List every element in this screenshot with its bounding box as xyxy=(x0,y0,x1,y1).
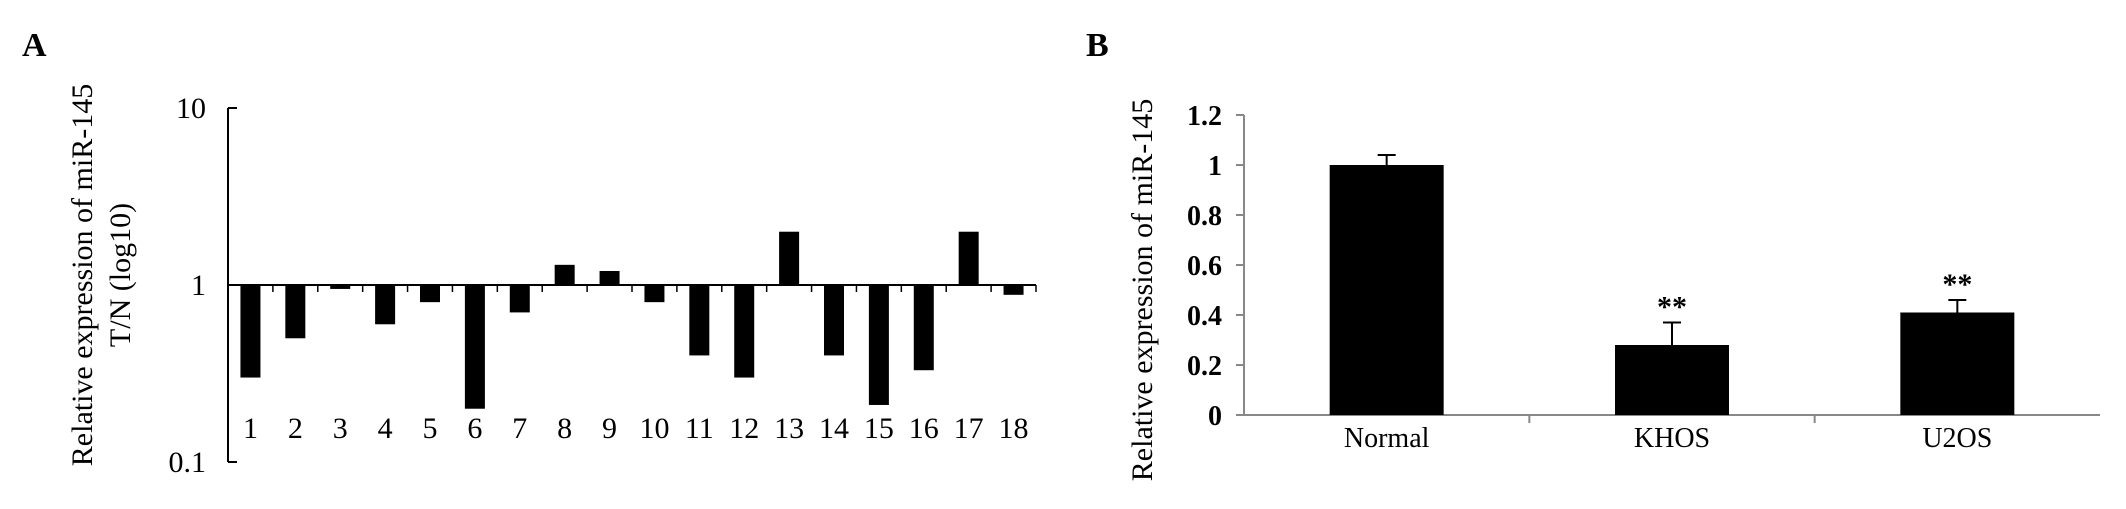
y-axis-label-a-line: T/N (log10) xyxy=(104,203,137,347)
y-tick-label-a: 1 xyxy=(191,269,206,302)
y-axis-label-a: Relative expression of miR-145 T/N (log10… xyxy=(66,84,137,466)
bar-a-1 xyxy=(240,285,261,378)
bar-a-11 xyxy=(689,285,710,356)
y-tick-label-b: 1.2 xyxy=(1187,101,1222,132)
bar-a-4 xyxy=(375,285,396,325)
category-label-b: KHOS xyxy=(1634,423,1710,454)
category-label-a: 4 xyxy=(378,412,393,445)
y-tick-label-a: 0.1 xyxy=(169,446,207,479)
category-label-a: 16 xyxy=(909,412,939,445)
bar-a-5 xyxy=(420,285,440,303)
significance-label: ** xyxy=(1942,268,1972,301)
panel-a-label: A xyxy=(22,27,47,64)
y-tick-label-b: 1 xyxy=(1208,151,1222,182)
category-label-b: Normal xyxy=(1344,423,1430,454)
y-tick-label-b: 0.2 xyxy=(1187,351,1222,382)
y-tick-label-b: 0.8 xyxy=(1187,201,1222,232)
significance-label: ** xyxy=(1657,291,1687,324)
y-axis-label-a-line: Relative expression of miR-145 xyxy=(66,84,99,466)
bar-a-16 xyxy=(913,285,934,371)
category-label-a: 6 xyxy=(467,412,482,445)
bar-a-15 xyxy=(868,285,889,405)
bar-a-9 xyxy=(599,270,620,285)
category-label-a: 17 xyxy=(954,412,984,445)
category-label-a: 2 xyxy=(288,412,303,445)
category-label-a: 5 xyxy=(423,412,438,445)
bar-b-u2os xyxy=(1900,312,2015,415)
category-label-a: 8 xyxy=(557,412,572,445)
bar-a-8 xyxy=(554,264,575,285)
category-label-a: 1 xyxy=(243,412,258,445)
category-label-a: 14 xyxy=(819,412,849,445)
y-axis-label-b: Relative expression of miR-145 xyxy=(1126,99,1159,481)
bar-a-3 xyxy=(330,285,351,289)
chart-b: 0 0.2 0.4 0.6 0.8 1 1.2 Normal ** KHOS ** U2OS Relat… xyxy=(1126,99,2100,481)
bar-b-khos xyxy=(1615,345,1729,415)
bar-a-17 xyxy=(958,231,979,285)
bar-b-normal xyxy=(1329,165,1444,415)
bar-a-10 xyxy=(644,285,665,303)
bar-a-18 xyxy=(1003,285,1024,295)
bar-a-13 xyxy=(779,231,800,285)
bar-a-14 xyxy=(824,285,844,356)
bar-a-12 xyxy=(734,285,755,378)
y-tick-label-b: 0 xyxy=(1208,401,1222,432)
bar-a-2 xyxy=(285,285,306,339)
category-label-a: 15 xyxy=(864,412,894,445)
y-tick-label-a: 10 xyxy=(176,92,206,125)
y-tick-label-b: 0.4 xyxy=(1187,301,1222,332)
bar-a-6 xyxy=(464,285,485,409)
category-label-a: 13 xyxy=(774,412,804,445)
category-label-a: 7 xyxy=(512,412,527,445)
category-label-a: 10 xyxy=(639,412,669,445)
y-tick-label-b: 0.6 xyxy=(1187,251,1222,282)
category-label-a: 3 xyxy=(333,412,348,445)
category-label-a: 18 xyxy=(999,412,1029,445)
category-label-a: 9 xyxy=(602,412,617,445)
panel-b-label: B xyxy=(1086,27,1109,64)
category-label-a: 11 xyxy=(685,412,714,445)
category-label-b: U2OS xyxy=(1922,423,1992,454)
category-label-a: 12 xyxy=(729,412,759,445)
bar-a-7 xyxy=(509,285,530,313)
